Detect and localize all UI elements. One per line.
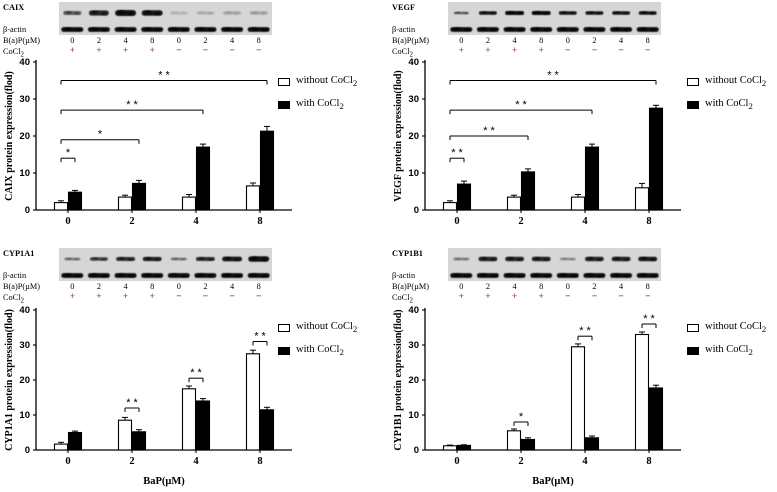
svg-text:20: 20	[408, 131, 419, 142]
svg-text:*: *	[66, 147, 71, 159]
svg-text:* *: * *	[254, 331, 266, 343]
svg-text:10: 10	[408, 168, 419, 179]
svg-text:8: 8	[646, 456, 651, 467]
svg-text:* *: * *	[451, 147, 463, 159]
svg-text:0: 0	[414, 205, 419, 216]
svg-text:10: 10	[408, 410, 419, 421]
svg-text:* *: * *	[126, 397, 138, 409]
svg-text:8: 8	[257, 456, 262, 467]
svg-text:10: 10	[19, 168, 30, 179]
svg-text:4: 4	[582, 456, 588, 467]
svg-text:0: 0	[65, 456, 70, 467]
svg-text:4: 4	[582, 216, 588, 227]
svg-text:0: 0	[25, 445, 30, 456]
svg-text:20: 20	[408, 375, 419, 386]
svg-text:2: 2	[518, 456, 523, 467]
svg-text:40: 40	[408, 57, 419, 68]
svg-text:* *: * *	[643, 313, 655, 325]
svg-text:0: 0	[454, 216, 459, 227]
svg-text:CAIX protein expression(flod): CAIX protein expression(flod)	[4, 71, 15, 201]
svg-text:* *: * *	[547, 70, 559, 82]
svg-text:40: 40	[19, 57, 30, 68]
svg-text:* *: * *	[483, 125, 495, 137]
svg-text:2: 2	[518, 216, 523, 227]
svg-text:* *: * *	[190, 367, 202, 379]
svg-text:30: 30	[19, 340, 30, 351]
svg-text:8: 8	[257, 216, 262, 227]
svg-text:10: 10	[19, 410, 30, 421]
svg-text:0: 0	[25, 205, 30, 216]
svg-text:40: 40	[408, 305, 419, 316]
svg-text:*: *	[519, 411, 524, 423]
svg-text:4: 4	[193, 456, 199, 467]
svg-text:*: *	[98, 129, 103, 141]
svg-text:* *: * *	[515, 99, 527, 111]
svg-text:30: 30	[19, 94, 30, 105]
svg-text:2: 2	[129, 456, 134, 467]
svg-text:20: 20	[19, 375, 30, 386]
svg-text:20: 20	[19, 131, 30, 142]
svg-text:4: 4	[193, 216, 199, 227]
svg-text:2: 2	[129, 216, 134, 227]
svg-text:* *: * *	[158, 70, 170, 82]
svg-text:VEGF protein expression(flod): VEGF protein expression(flod)	[393, 70, 404, 201]
svg-text:BaP(μM): BaP(μM)	[143, 476, 185, 487]
svg-text:CYP1B1 protein expression(flo: CYP1B1 protein expression(flod)	[393, 309, 404, 450]
svg-text:CYP1A1 protein expression(flo: CYP1A1 protein expression(flod)	[4, 309, 15, 451]
svg-text:BaP(μM): BaP(μM)	[532, 476, 574, 487]
svg-text:* *: * *	[126, 99, 138, 111]
svg-text:0: 0	[454, 456, 459, 467]
svg-text:8: 8	[646, 216, 651, 227]
svg-text:0: 0	[65, 216, 70, 227]
svg-text:40: 40	[19, 305, 30, 316]
svg-text:30: 30	[408, 340, 419, 351]
svg-text:0: 0	[414, 445, 419, 456]
svg-text:* *: * *	[579, 325, 591, 337]
svg-text:30: 30	[408, 94, 419, 105]
